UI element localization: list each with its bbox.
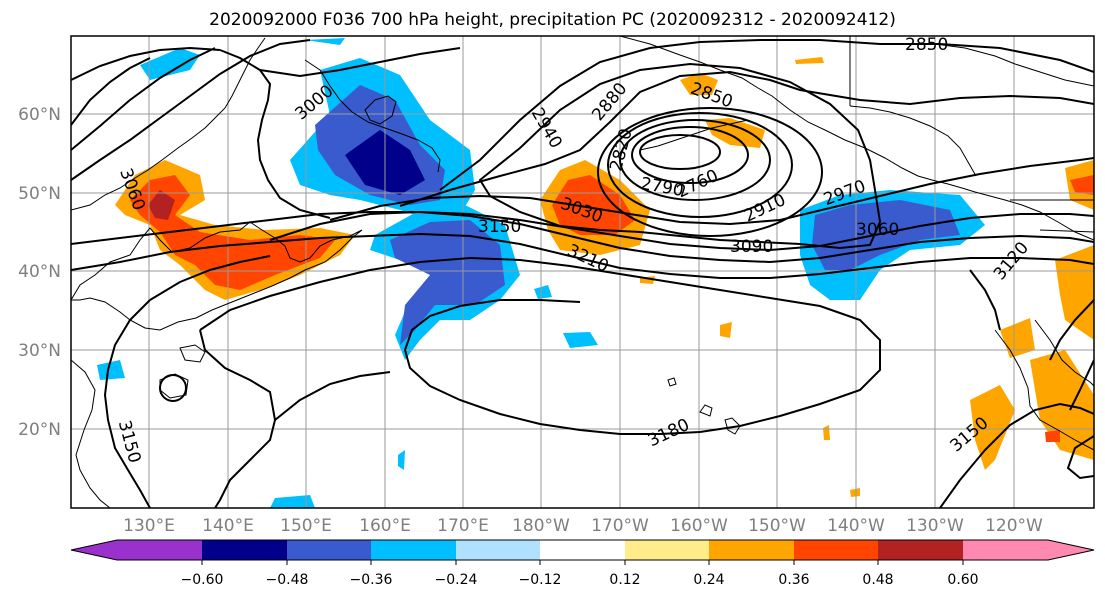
precip-area-positive	[130, 175, 335, 290]
precip-area-positive	[795, 57, 824, 64]
latitude-axis: 60°N 50°N 40°N 30°N 20°N	[18, 105, 61, 440]
precip-area-positive	[1055, 245, 1094, 340]
contour-label: 3060	[856, 220, 899, 240]
colorbar-tick-label: −0.24	[435, 572, 478, 588]
colorbar-tick-label: 0.12	[609, 572, 640, 588]
colorbar-segment	[117, 540, 202, 560]
lat-tick-label: 40°N	[18, 262, 61, 282]
figure-title: 2020092000 F036 700 hPa height, precipit…	[209, 10, 896, 30]
precip-area-positive	[1045, 430, 1060, 442]
map-frame	[70, 35, 1095, 509]
colorbar-tick-label: −0.12	[519, 572, 562, 588]
precip-area-positive	[1070, 175, 1094, 195]
precip-area-positive	[552, 175, 635, 235]
lon-tick-label: 150°E	[280, 516, 332, 536]
lon-tick-label: 160°E	[359, 516, 411, 536]
contour-label: 3090	[730, 237, 773, 257]
lat-tick-label: 60°N	[18, 105, 61, 125]
colorbar-segment	[878, 540, 963, 560]
colorbar-extend-high	[1048, 540, 1094, 560]
colorbar-segment	[794, 540, 878, 560]
precip-area-negative	[534, 285, 552, 299]
colorbar-outline	[70, 539, 1095, 561]
precip-area-positive	[970, 385, 1015, 470]
colorbar-tick-label: 0.60	[947, 572, 978, 588]
colorbar: −0.60 −0.48 −0.36 −0.24 −0.12 0.12 0.24 …	[70, 539, 1095, 588]
precip-area-negative	[305, 38, 345, 45]
colorbar-segment	[287, 540, 371, 560]
precip-area-positive	[148, 190, 175, 220]
lon-tick-label: 180°W	[512, 516, 570, 536]
lon-tick-label: 150°W	[748, 516, 806, 536]
lat-tick-label: 20°N	[18, 420, 61, 440]
colorbar-segment	[540, 540, 625, 560]
lon-tick-label: 160°W	[670, 516, 728, 536]
precip-area-negative	[563, 332, 598, 348]
lon-tick-label: 170°W	[591, 516, 649, 536]
precip-area-negative	[398, 450, 405, 470]
longitude-axis: 130°E 140°E 150°E 160°E 170°E 180°W 170°…	[123, 516, 1043, 536]
lon-tick-label: 140°E	[202, 516, 254, 536]
precip-area-positive	[720, 322, 732, 338]
lat-tick-label: 50°N	[18, 184, 61, 204]
lon-tick-label: 130°E	[123, 516, 175, 536]
colorbar-tick-label: −0.36	[350, 572, 393, 588]
colorbar-segment	[963, 540, 1048, 560]
colorbar-segment	[456, 540, 540, 560]
map-panel: 2850 3000 2880 2850 2940 2820 3060 2790 …	[70, 35, 1095, 509]
lon-tick-label: 140°W	[827, 516, 885, 536]
precip-area-negative	[97, 360, 125, 380]
lon-tick-label: 170°E	[437, 516, 489, 536]
colorbar-segment	[371, 540, 456, 560]
contour-label: 2850	[905, 35, 948, 55]
contour-label: 3150	[478, 217, 521, 237]
precip-area-negative	[390, 220, 505, 345]
colorbar-tick-label: −0.60	[181, 572, 224, 588]
colorbar-extend-low	[71, 540, 117, 560]
colorbar-segment	[202, 540, 287, 560]
height-contours	[71, 39, 1094, 508]
colorbar-tick-label: 0.36	[778, 572, 809, 588]
precip-area-positive	[850, 488, 860, 497]
colorbar-tick-label: 0.48	[862, 572, 893, 588]
precip-area-negative	[140, 48, 200, 80]
lat-tick-label: 30°N	[18, 341, 61, 361]
colorbar-tick-label: 0.24	[693, 572, 724, 588]
lon-tick-label: 130°W	[906, 516, 964, 536]
colorbar-tick-label: −0.48	[266, 572, 309, 588]
precip-area-positive	[705, 118, 765, 148]
graticule	[71, 36, 1094, 508]
precip-area-negative	[270, 495, 315, 508]
colorbar-segment	[625, 540, 709, 560]
precip-shading	[97, 38, 1094, 508]
colorbar-segment	[709, 540, 794, 560]
lon-tick-label: 120°W	[985, 516, 1043, 536]
